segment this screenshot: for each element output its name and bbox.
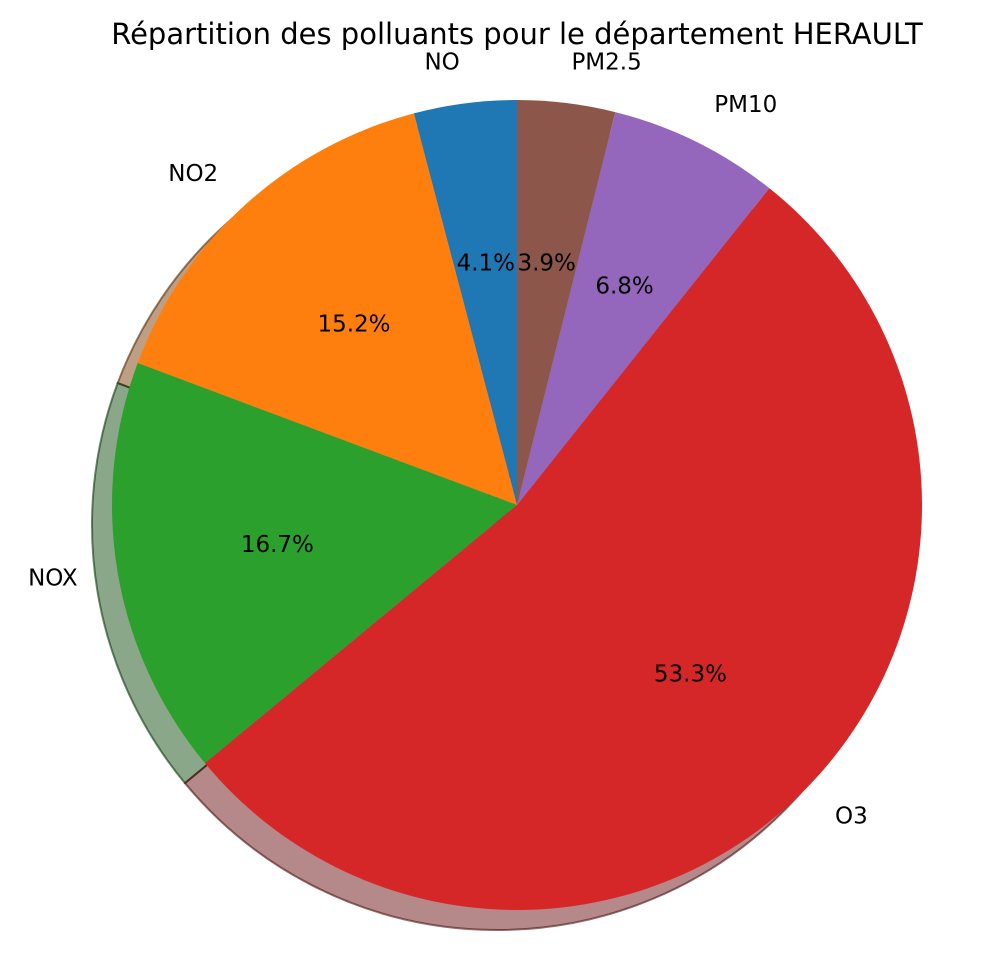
label-no2: NO2 bbox=[168, 161, 218, 187]
slice-pm10 bbox=[517, 112, 770, 506]
label-nox: NOX bbox=[28, 565, 78, 591]
label-no: NO bbox=[424, 50, 459, 76]
slice-o3 bbox=[204, 188, 923, 911]
label-o3: O3 bbox=[835, 804, 868, 830]
label-pm10: PM10 bbox=[714, 92, 777, 118]
percent-nox: 16.7% bbox=[241, 532, 314, 558]
label-pm2-5: PM2.5 bbox=[571, 49, 641, 75]
pie-labels: NO 4.1% NO2 15.2% NOX 16.7% O3 53.3% PM10 6.8% PM2… bbox=[28, 49, 868, 829]
chart-title: Répartition des polluants pour le départ… bbox=[111, 17, 923, 51]
percent-no: 4.1% bbox=[457, 251, 515, 277]
slice-no bbox=[413, 100, 517, 505]
percent-o3: 53.3% bbox=[654, 662, 727, 688]
percent-pm2-5: 3.9% bbox=[517, 250, 575, 276]
slice-no2 bbox=[137, 113, 517, 506]
slice-pm2-5 bbox=[517, 100, 616, 505]
percent-pm10: 6.8% bbox=[595, 274, 653, 300]
percent-no2: 15.2% bbox=[317, 311, 390, 337]
pie-slices bbox=[111, 100, 923, 911]
slice-nox bbox=[111, 363, 517, 764]
